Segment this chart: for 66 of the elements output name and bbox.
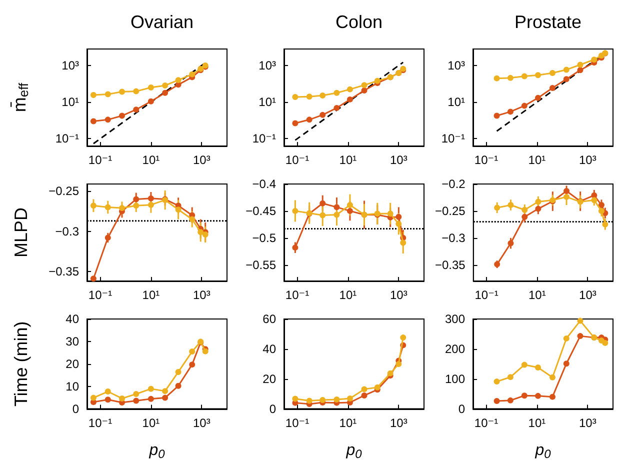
- y-tick-label: −0.35: [48, 264, 80, 278]
- x-tick-label: 10¹: [339, 416, 357, 430]
- x-tick-label: 10¹: [528, 416, 546, 430]
- y-tick-label: −0.35: [434, 258, 466, 272]
- y-tick-label: −0.25: [434, 204, 466, 218]
- y-tick-label: 10¹: [62, 95, 80, 110]
- y-tick-label: 10³: [258, 58, 276, 73]
- x-tick-label: 10¹: [142, 416, 160, 430]
- x-tick-label: 10⁻¹: [88, 416, 112, 430]
- x-tick-label: 10³: [390, 416, 408, 430]
- y-tick-label: 0: [269, 402, 276, 416]
- y-tick-label: 200: [444, 342, 466, 356]
- x-tick-label: 10⁻¹: [474, 288, 498, 302]
- y-tick-label: −0.55: [246, 258, 276, 272]
- y-tick-label: 10⁻¹: [441, 132, 465, 146]
- y-tick-label: 20: [66, 356, 80, 371]
- x-tick-label: 10³: [192, 288, 210, 302]
- x-tick-label: 10¹: [339, 288, 357, 302]
- x-tick-label: 10⁻¹: [474, 153, 498, 167]
- y-tick-label: −0.45: [246, 204, 276, 218]
- x-tick-label: 10⁻¹: [285, 153, 310, 167]
- y-tick-label: −0.4: [252, 177, 276, 191]
- x-tick-label: 10⁻¹: [474, 416, 498, 430]
- x-tick-label: 10³: [390, 288, 408, 302]
- y-axis-title: m̄eff: [9, 82, 31, 112]
- y-tick-label: 60: [262, 312, 276, 326]
- y-tick-label: 10⁻¹: [252, 132, 276, 146]
- chart-title: Prostate: [514, 12, 582, 32]
- y-tick-label: 10¹: [448, 95, 466, 110]
- x-tick-label: 10¹: [528, 153, 546, 167]
- x-tick-label: 10³: [192, 153, 210, 167]
- y-tick-label: 40: [262, 342, 276, 356]
- y-tick-label: −0.3: [442, 230, 466, 245]
- y-tick-label: 10: [66, 379, 80, 394]
- x-tick-label: 10⁻¹: [285, 288, 310, 302]
- y-tick-label: 10¹: [258, 95, 276, 110]
- y-axis-title: MLPD: [11, 207, 31, 258]
- y-tick-label: 0: [72, 402, 80, 416]
- x-tick-label: 10³: [578, 153, 596, 167]
- y-tick-label: 40: [66, 312, 80, 326]
- y-tick-label: 20: [262, 372, 276, 386]
- x-tick-label: 10³: [578, 416, 596, 430]
- y-tick-label: 10⁻¹: [55, 132, 79, 146]
- x-tick-label: 10¹: [528, 288, 546, 302]
- chart-title: Ovarian: [130, 12, 194, 32]
- y-tick-label: −0.3: [55, 224, 80, 238]
- chart-title: Colon: [335, 12, 383, 32]
- x-tick-label: 10⁻¹: [285, 416, 310, 430]
- y-tick-label: 10³: [448, 58, 466, 73]
- x-tick-label: 10¹: [142, 288, 160, 302]
- y-axis-title: Time (min): [11, 321, 31, 407]
- x-tick-label: 10³: [390, 153, 408, 167]
- y-tick-label: −0.25: [48, 184, 80, 198]
- y-tick-label: 100: [444, 372, 466, 386]
- y-tick-label: 0: [458, 402, 466, 416]
- y-tick-label: 30: [66, 334, 80, 348]
- x-tick-label: 10⁻¹: [88, 288, 112, 302]
- x-tick-label: 10⁻¹: [88, 153, 112, 167]
- y-tick-label: 10³: [62, 58, 80, 73]
- y-tick-label: 300: [444, 312, 466, 326]
- x-tick-label: 10³: [579, 288, 596, 302]
- y-tick-label: −0.5: [252, 230, 276, 245]
- x-tick-label: 10¹: [339, 153, 357, 167]
- x-tick-label: 10³: [192, 416, 210, 430]
- y-tick-label: −0.2: [442, 177, 466, 191]
- x-tick-label: 10¹: [142, 153, 160, 167]
